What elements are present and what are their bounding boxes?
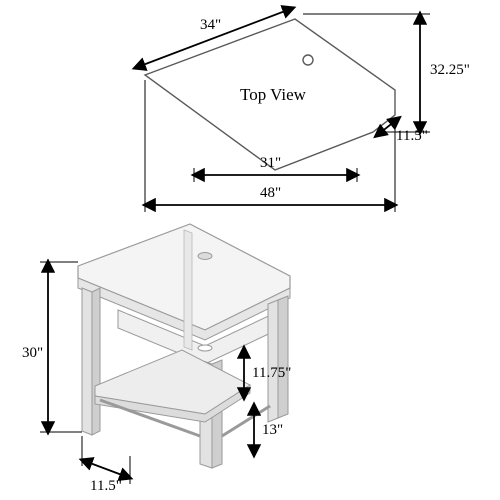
top-view-title: Top View (240, 85, 306, 105)
top-view-svg (0, 0, 500, 230)
leg-front-right (278, 296, 288, 418)
dim-30-label: 30" (22, 345, 43, 362)
dim-34-label: 34" (200, 17, 221, 34)
desk-svg (0, 200, 500, 500)
dim-32-25-label: 32.25" (430, 62, 470, 79)
dim-foot-arrow (82, 460, 130, 478)
dim-11-75-label: 11.75" (252, 365, 291, 382)
dim-31-label: 31" (260, 155, 281, 172)
grommet-hole-icon (303, 55, 313, 65)
drawer-knob-icon (198, 345, 212, 351)
dim-foot-label: 11.5" (90, 478, 122, 495)
dim-11-5-top-label: 11.5" (396, 128, 428, 145)
leg-front-left (82, 288, 92, 435)
desk-grommet-icon (198, 253, 212, 260)
diagram-stage: 34" Top View 32.25" 11.5" 31" 48" (0, 0, 500, 500)
dim-13-label: 13" (262, 422, 283, 439)
